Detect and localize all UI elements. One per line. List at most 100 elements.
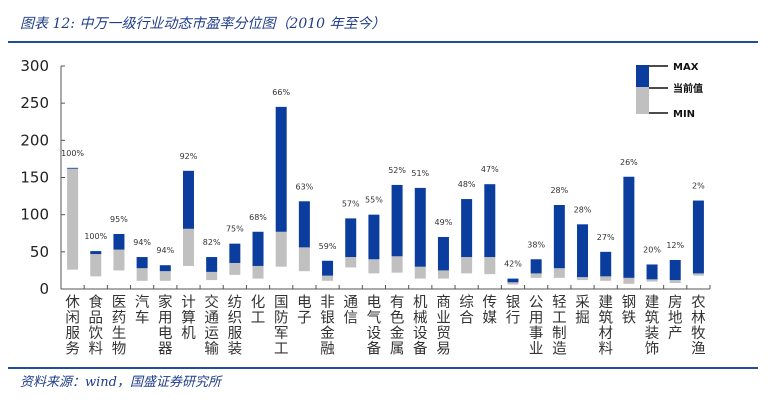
percentile-label: 48% xyxy=(458,180,476,189)
x-tick-label-char: 公 xyxy=(529,295,544,311)
bar-current-to-min xyxy=(623,277,635,284)
bar-current-to-min xyxy=(90,254,102,277)
percentile-label: 94% xyxy=(156,246,174,255)
bar-max-to-current xyxy=(484,184,496,258)
bar-current-to-min xyxy=(391,256,403,273)
bar-max-to-current xyxy=(252,231,264,266)
x-tick-label-char: 制 xyxy=(552,325,567,342)
bar-current-to-min xyxy=(67,168,79,270)
x-tick-label-char: 药 xyxy=(112,310,127,327)
percentile-label: 100% xyxy=(61,149,84,158)
bar-current-to-min xyxy=(553,268,565,278)
x-tick-label-char: 食 xyxy=(89,294,104,311)
legend-min-label: MIN xyxy=(673,109,695,120)
bar-max-to-current xyxy=(391,184,403,257)
percentile-label: 57% xyxy=(342,199,360,208)
percentile-label: 27% xyxy=(597,233,615,242)
x-tick-label-char: 生 xyxy=(112,325,127,342)
x-tick-label: 电子 xyxy=(297,294,312,327)
x-tick-label-char: 易 xyxy=(436,342,451,358)
x-tick-label-char: 工 xyxy=(274,342,289,358)
x-tick-label-char: 非 xyxy=(320,294,335,311)
percentile-label: 42% xyxy=(504,260,522,269)
x-tick-label-char: 产 xyxy=(668,325,683,342)
bar-current-to-min xyxy=(113,249,125,271)
x-tick-label-char: 算 xyxy=(181,310,196,327)
bar-current-to-min xyxy=(368,259,380,274)
percentile-label: 92% xyxy=(180,152,198,161)
x-tick-label: 综合 xyxy=(459,294,474,327)
x-tick-label-char: 林 xyxy=(691,310,706,327)
x-tick-label-char: 通 xyxy=(343,294,358,311)
bar-current-to-min xyxy=(252,265,264,279)
x-tick-label-char: 地 xyxy=(668,310,683,327)
percentile-label: 38% xyxy=(527,240,545,249)
legend: MAX 当前值 MIN xyxy=(636,62,703,120)
x-tick-label-char: 机 xyxy=(413,294,428,311)
source-note: 资料来源：wind，国盛证券研究所 xyxy=(20,375,221,390)
x-tick-label-char: 交 xyxy=(204,293,219,311)
x-tick-label-char: 筑 xyxy=(598,310,613,327)
bar-current-to-min xyxy=(437,270,449,279)
percentile-label: 95% xyxy=(110,215,128,224)
bar-max-to-current xyxy=(600,251,612,277)
x-tick-label-char: 建 xyxy=(645,294,660,311)
bar-current-to-min xyxy=(530,273,542,278)
bar-current-to-min xyxy=(414,266,426,279)
bar-max-to-current xyxy=(553,205,565,269)
percentile-label: 75% xyxy=(226,225,244,234)
x-tick-label-char: 设 xyxy=(413,325,428,342)
x-tick-label-char: 筑 xyxy=(645,310,660,327)
bar-max-to-current xyxy=(322,260,334,276)
x-tick-label-char: 业 xyxy=(529,341,544,358)
x-tick-label-char: 贸 xyxy=(436,325,451,342)
percentile-label: 68% xyxy=(249,213,267,222)
x-tick-label-char: 气 xyxy=(367,310,382,327)
x-tick-label-char: 械 xyxy=(413,310,428,327)
bar-current-to-min xyxy=(345,257,357,268)
bar-current-to-min xyxy=(206,271,218,281)
bar-max-to-current xyxy=(368,214,380,260)
x-tick-label: 计算机 xyxy=(181,294,196,342)
x-tick-label-char: 采 xyxy=(575,294,590,311)
x-tick-label-char: 务 xyxy=(65,341,80,358)
x-tick-label-char: 服 xyxy=(228,326,243,342)
x-tick-label-char: 渔 xyxy=(691,341,706,358)
x-tick-label-char: 铁 xyxy=(622,310,637,327)
x-tick-label: 采掘 xyxy=(575,294,590,327)
x-tick-label: 化工 xyxy=(251,294,266,327)
x-tick-label-char: 钢 xyxy=(622,294,637,311)
bar-max-to-current xyxy=(275,106,287,232)
bar-max-to-current xyxy=(414,187,426,267)
x-tick-label-char: 品 xyxy=(89,310,104,327)
legend-min-swatch xyxy=(636,87,649,114)
x-tick-label-char: 物 xyxy=(112,341,127,358)
x-tick-label-char: 运 xyxy=(204,325,219,342)
x-tick-label-char: 造 xyxy=(552,341,567,358)
x-tick-label-char: 军 xyxy=(274,326,289,342)
percentile-label: 82% xyxy=(203,238,221,247)
x-tick-label-char: 计 xyxy=(181,294,196,311)
x-tick-label-char: 金 xyxy=(390,325,405,342)
x-axis: 休闲服务食品饮料医药生物汽车家用电器计算机交通运输纺织服装化工国防军工电子非银金… xyxy=(61,285,711,358)
bar-max-to-current xyxy=(345,218,357,258)
percentile-label: 94% xyxy=(133,238,151,247)
x-tick-label: 房地产 xyxy=(668,294,683,342)
x-tick-label-char: 牧 xyxy=(691,325,706,342)
x-tick-label-char: 事 xyxy=(529,325,544,342)
x-tick-label-char: 家 xyxy=(158,294,173,311)
y-tick-label: 150 xyxy=(20,169,49,187)
y-tick-label: 100 xyxy=(20,206,49,224)
chart-title: 图表 12: 中万一级行业动态市盈率分位图（2010 年至今） xyxy=(20,16,386,32)
x-tick-label-char: 农 xyxy=(691,294,706,311)
x-tick-label: 银行 xyxy=(506,294,521,327)
percentile-label: 28% xyxy=(550,186,568,195)
